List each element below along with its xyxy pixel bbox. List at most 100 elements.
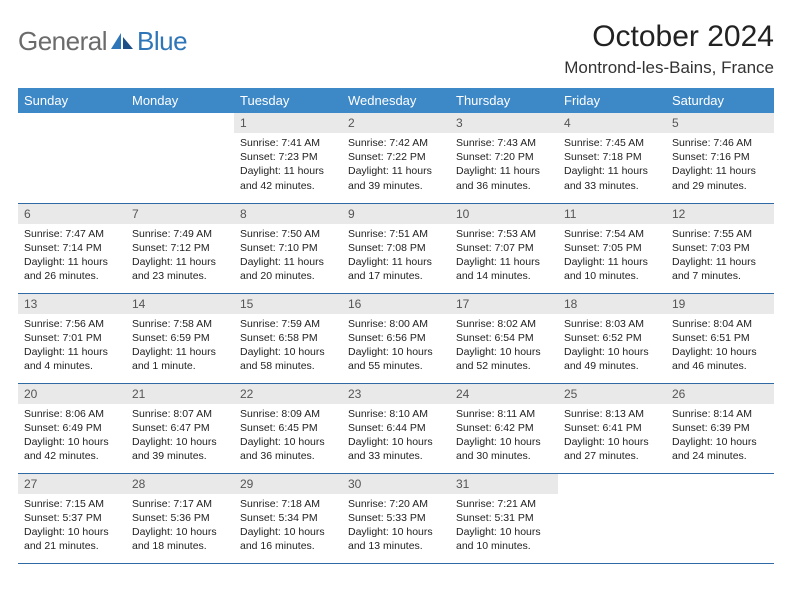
sunrise-text: Sunrise: 8:02 AM (456, 317, 552, 331)
sunrise-text: Sunrise: 7:53 AM (456, 227, 552, 241)
daylight-text: Daylight: 11 hours and 4 minutes. (24, 345, 120, 373)
daylight-text: Daylight: 11 hours and 26 minutes. (24, 255, 120, 283)
day-number: 14 (126, 294, 234, 314)
sunset-text: Sunset: 5:31 PM (456, 511, 552, 525)
daylight-text: Daylight: 11 hours and 36 minutes. (456, 164, 552, 192)
day-number: 18 (558, 294, 666, 314)
sunset-text: Sunset: 7:01 PM (24, 331, 120, 345)
sunrise-text: Sunrise: 8:14 AM (672, 407, 768, 421)
day-cell: 17Sunrise: 8:02 AMSunset: 6:54 PMDayligh… (450, 293, 558, 383)
day-header-mon: Monday (126, 88, 234, 113)
day-details: Sunrise: 8:02 AMSunset: 6:54 PMDaylight:… (450, 314, 558, 378)
sunset-text: Sunset: 6:51 PM (672, 331, 768, 345)
day-cell: 26Sunrise: 8:14 AMSunset: 6:39 PMDayligh… (666, 383, 774, 473)
sunset-text: Sunset: 6:41 PM (564, 421, 660, 435)
daylight-text: Daylight: 10 hours and 13 minutes. (348, 525, 444, 553)
calendar-page: General Blue October 2024 Montrond-les-B… (0, 0, 792, 612)
day-cell: 23Sunrise: 8:10 AMSunset: 6:44 PMDayligh… (342, 383, 450, 473)
day-number: 12 (666, 204, 774, 224)
day-details: Sunrise: 7:15 AMSunset: 5:37 PMDaylight:… (18, 494, 126, 558)
day-number: 15 (234, 294, 342, 314)
day-cell: 5Sunrise: 7:46 AMSunset: 7:16 PMDaylight… (666, 113, 774, 203)
sunset-text: Sunset: 7:14 PM (24, 241, 120, 255)
day-details: Sunrise: 8:04 AMSunset: 6:51 PMDaylight:… (666, 314, 774, 378)
daylight-text: Daylight: 10 hours and 42 minutes. (24, 435, 120, 463)
daylight-text: Daylight: 11 hours and 17 minutes. (348, 255, 444, 283)
sunset-text: Sunset: 6:49 PM (24, 421, 120, 435)
day-cell: 18Sunrise: 8:03 AMSunset: 6:52 PMDayligh… (558, 293, 666, 383)
day-cell: 9Sunrise: 7:51 AMSunset: 7:08 PMDaylight… (342, 203, 450, 293)
month-title: October 2024 (564, 20, 774, 54)
day-details: Sunrise: 7:56 AMSunset: 7:01 PMDaylight:… (18, 314, 126, 378)
sunset-text: Sunset: 6:45 PM (240, 421, 336, 435)
day-details: Sunrise: 8:10 AMSunset: 6:44 PMDaylight:… (342, 404, 450, 468)
week-row: 20Sunrise: 8:06 AMSunset: 6:49 PMDayligh… (18, 383, 774, 473)
day-cell: 11Sunrise: 7:54 AMSunset: 7:05 PMDayligh… (558, 203, 666, 293)
daylight-text: Daylight: 11 hours and 20 minutes. (240, 255, 336, 283)
day-cell (126, 113, 234, 203)
day-cell: 2Sunrise: 7:42 AMSunset: 7:22 PMDaylight… (342, 113, 450, 203)
daylight-text: Daylight: 10 hours and 58 minutes. (240, 345, 336, 373)
day-details: Sunrise: 7:47 AMSunset: 7:14 PMDaylight:… (18, 224, 126, 288)
day-number: 19 (666, 294, 774, 314)
day-cell: 22Sunrise: 8:09 AMSunset: 6:45 PMDayligh… (234, 383, 342, 473)
sunrise-text: Sunrise: 7:20 AM (348, 497, 444, 511)
day-number: 17 (450, 294, 558, 314)
sunrise-text: Sunrise: 7:51 AM (348, 227, 444, 241)
day-details: Sunrise: 7:51 AMSunset: 7:08 PMDaylight:… (342, 224, 450, 288)
day-details: Sunrise: 7:58 AMSunset: 6:59 PMDaylight:… (126, 314, 234, 378)
sunrise-text: Sunrise: 8:06 AM (24, 407, 120, 421)
sunrise-text: Sunrise: 7:59 AM (240, 317, 336, 331)
day-number: 22 (234, 384, 342, 404)
sunrise-text: Sunrise: 7:55 AM (672, 227, 768, 241)
sunrise-text: Sunrise: 7:41 AM (240, 136, 336, 150)
day-details: Sunrise: 7:21 AMSunset: 5:31 PMDaylight:… (450, 494, 558, 558)
day-cell: 13Sunrise: 7:56 AMSunset: 7:01 PMDayligh… (18, 293, 126, 383)
sunrise-text: Sunrise: 7:47 AM (24, 227, 120, 241)
day-number: 7 (126, 204, 234, 224)
day-cell: 6Sunrise: 7:47 AMSunset: 7:14 PMDaylight… (18, 203, 126, 293)
daylight-text: Daylight: 11 hours and 10 minutes. (564, 255, 660, 283)
daylight-text: Daylight: 10 hours and 18 minutes. (132, 525, 228, 553)
day-cell: 29Sunrise: 7:18 AMSunset: 5:34 PMDayligh… (234, 473, 342, 563)
daylight-text: Daylight: 11 hours and 1 minute. (132, 345, 228, 373)
day-details: Sunrise: 7:59 AMSunset: 6:58 PMDaylight:… (234, 314, 342, 378)
day-cell: 21Sunrise: 8:07 AMSunset: 6:47 PMDayligh… (126, 383, 234, 473)
sunrise-text: Sunrise: 7:21 AM (456, 497, 552, 511)
day-cell: 12Sunrise: 7:55 AMSunset: 7:03 PMDayligh… (666, 203, 774, 293)
day-number: 8 (234, 204, 342, 224)
sunset-text: Sunset: 5:33 PM (348, 511, 444, 525)
sunset-text: Sunset: 7:18 PM (564, 150, 660, 164)
sunset-text: Sunset: 7:12 PM (132, 241, 228, 255)
day-cell: 27Sunrise: 7:15 AMSunset: 5:37 PMDayligh… (18, 473, 126, 563)
day-cell: 10Sunrise: 7:53 AMSunset: 7:07 PMDayligh… (450, 203, 558, 293)
sunrise-text: Sunrise: 7:45 AM (564, 136, 660, 150)
sunrise-text: Sunrise: 7:56 AM (24, 317, 120, 331)
day-cell: 16Sunrise: 8:00 AMSunset: 6:56 PMDayligh… (342, 293, 450, 383)
sunset-text: Sunset: 5:36 PM (132, 511, 228, 525)
sunset-text: Sunset: 5:37 PM (24, 511, 120, 525)
sunrise-text: Sunrise: 8:03 AM (564, 317, 660, 331)
sunset-text: Sunset: 6:58 PM (240, 331, 336, 345)
day-number: 16 (342, 294, 450, 314)
sunset-text: Sunset: 7:23 PM (240, 150, 336, 164)
sunset-text: Sunset: 7:10 PM (240, 241, 336, 255)
day-number: 10 (450, 204, 558, 224)
sunset-text: Sunset: 6:52 PM (564, 331, 660, 345)
logo-text-general: General (18, 26, 107, 57)
daylight-text: Daylight: 10 hours and 55 minutes. (348, 345, 444, 373)
sunset-text: Sunset: 6:54 PM (456, 331, 552, 345)
day-details: Sunrise: 8:09 AMSunset: 6:45 PMDaylight:… (234, 404, 342, 468)
day-number: 23 (342, 384, 450, 404)
daylight-text: Daylight: 10 hours and 30 minutes. (456, 435, 552, 463)
day-details: Sunrise: 7:42 AMSunset: 7:22 PMDaylight:… (342, 133, 450, 197)
day-number: 1 (234, 113, 342, 133)
week-row: 27Sunrise: 7:15 AMSunset: 5:37 PMDayligh… (18, 473, 774, 563)
daylight-text: Daylight: 10 hours and 33 minutes. (348, 435, 444, 463)
day-details: Sunrise: 7:55 AMSunset: 7:03 PMDaylight:… (666, 224, 774, 288)
day-details: Sunrise: 7:17 AMSunset: 5:36 PMDaylight:… (126, 494, 234, 558)
day-cell: 20Sunrise: 8:06 AMSunset: 6:49 PMDayligh… (18, 383, 126, 473)
day-number: 4 (558, 113, 666, 133)
logo: General Blue (18, 20, 187, 57)
day-details: Sunrise: 7:54 AMSunset: 7:05 PMDaylight:… (558, 224, 666, 288)
